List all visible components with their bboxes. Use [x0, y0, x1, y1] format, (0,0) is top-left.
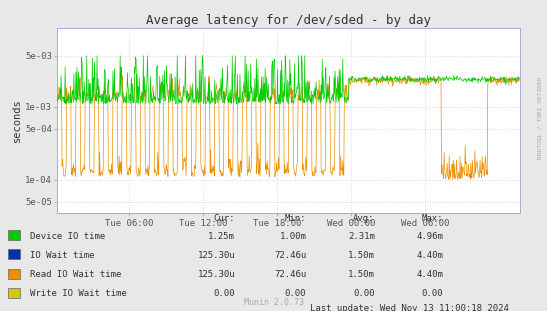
Text: 72.46u: 72.46u: [274, 251, 306, 260]
Text: Read IO Wait time: Read IO Wait time: [30, 270, 121, 279]
Text: 4.40m: 4.40m: [416, 270, 443, 279]
Text: Min:: Min:: [285, 214, 306, 223]
Text: 1.00m: 1.00m: [280, 232, 306, 240]
Text: IO Wait time: IO Wait time: [30, 251, 95, 260]
Text: 1.50m: 1.50m: [348, 251, 375, 260]
Text: RRDTOOL / TOBI OETIKER: RRDTOOL / TOBI OETIKER: [537, 77, 543, 160]
Text: 125.30u: 125.30u: [197, 251, 235, 260]
Text: Last update: Wed Nov 13 11:00:18 2024: Last update: Wed Nov 13 11:00:18 2024: [310, 304, 509, 311]
Title: Average latency for /dev/sded - by day: Average latency for /dev/sded - by day: [146, 14, 431, 27]
Text: Device IO time: Device IO time: [30, 232, 106, 240]
Text: Write IO Wait time: Write IO Wait time: [30, 290, 127, 298]
Text: 2.31m: 2.31m: [348, 232, 375, 240]
Text: 4.40m: 4.40m: [416, 251, 443, 260]
Text: 125.30u: 125.30u: [197, 270, 235, 279]
Text: 0.00: 0.00: [422, 290, 443, 298]
Text: 72.46u: 72.46u: [274, 270, 306, 279]
Y-axis label: seconds: seconds: [12, 99, 22, 142]
Text: 1.50m: 1.50m: [348, 270, 375, 279]
Text: 1.25m: 1.25m: [208, 232, 235, 240]
Text: 0.00: 0.00: [353, 290, 375, 298]
Text: Avg:: Avg:: [353, 214, 375, 223]
Text: Munin 2.0.73: Munin 2.0.73: [243, 298, 304, 307]
Text: 0.00: 0.00: [285, 290, 306, 298]
Text: 4.96m: 4.96m: [416, 232, 443, 240]
Text: Max:: Max:: [422, 214, 443, 223]
Text: 0.00: 0.00: [214, 290, 235, 298]
Text: Cur:: Cur:: [214, 214, 235, 223]
